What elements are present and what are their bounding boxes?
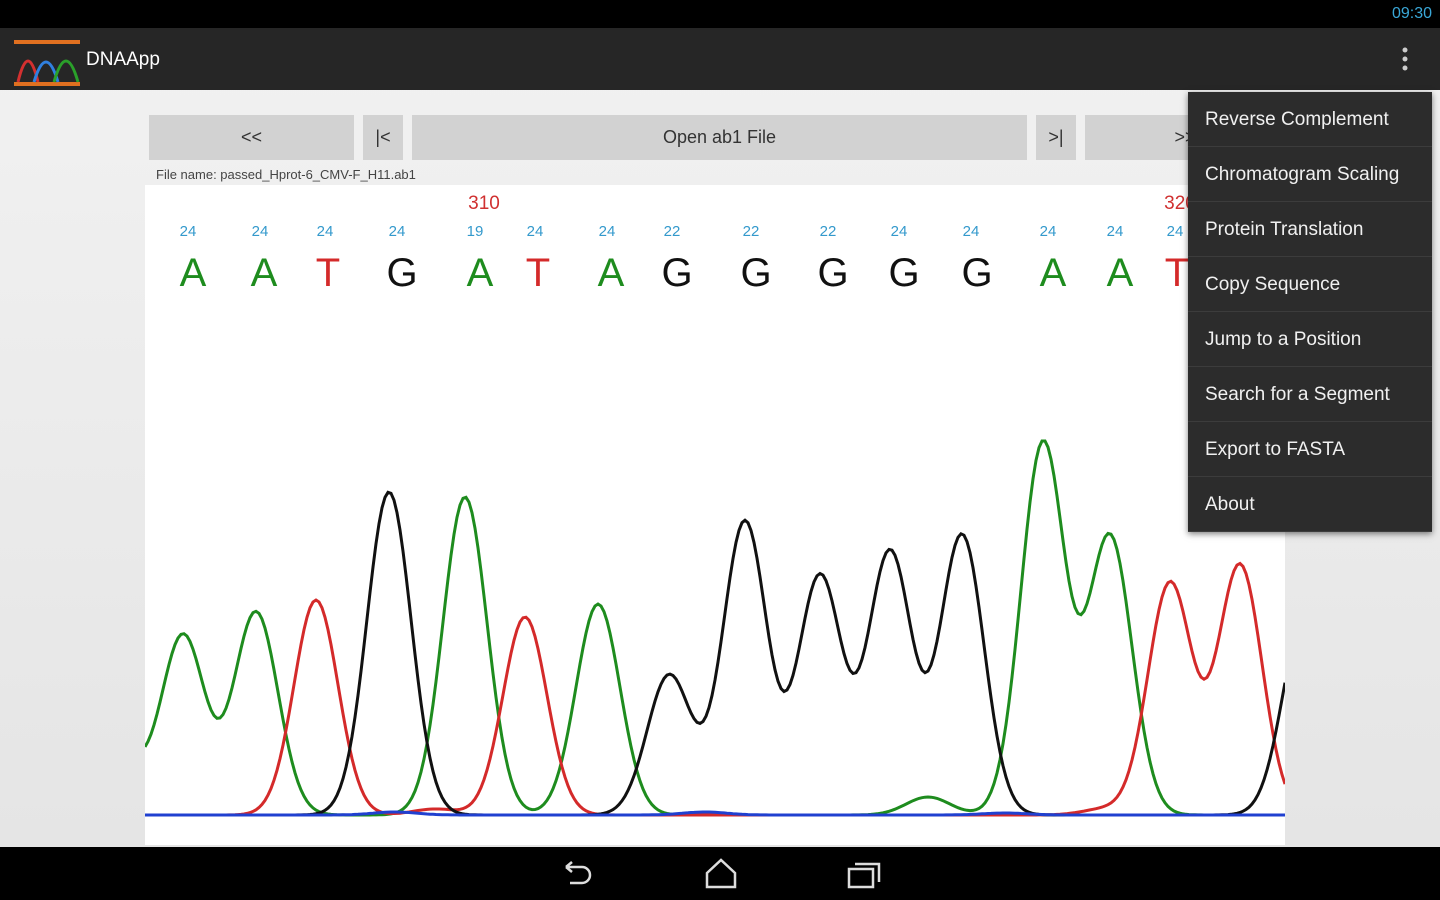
toolbar-button[interactable]: << [149, 115, 354, 160]
clock: 09:30 [1391, 5, 1432, 22]
base-call: A [597, 251, 625, 295]
quality-score: 24 [251, 223, 269, 240]
menu-item[interactable]: Copy Sequence [1188, 257, 1432, 312]
base-call: G [740, 251, 772, 295]
base-call: G [386, 251, 418, 295]
base-call: G [817, 251, 849, 295]
menu-item[interactable]: Jump to a Position [1188, 312, 1432, 367]
back-button[interactable] [565, 861, 592, 885]
app-title: DNAApp [86, 49, 160, 70]
quality-score: 24 [1166, 223, 1184, 240]
menu-item[interactable]: Reverse Complement [1188, 92, 1432, 147]
quality-score: 24 [598, 223, 616, 240]
quality-score: 24 [1106, 223, 1124, 240]
quality-score: 19 [466, 223, 484, 240]
base-call: A [1106, 251, 1134, 295]
menu-item[interactable]: Protein Translation [1188, 202, 1432, 257]
position-label: 310 [468, 193, 500, 214]
base-call: T [525, 251, 551, 295]
base-call: G [961, 251, 993, 295]
toolbar-button[interactable]: Open ab1 File [412, 115, 1027, 160]
base-call: A [179, 251, 207, 295]
app-icon [14, 40, 80, 86]
chromatogram: 310 320 24 24 24 24 19 24 24 22 22 22 24 24 24 24 24 A A T G… [145, 185, 1285, 845]
quality-score: 24 [1039, 223, 1057, 240]
quality-score: 22 [663, 223, 681, 240]
quality-score: 24 [962, 223, 980, 240]
base-call: A [1039, 251, 1067, 295]
menu-item[interactable]: About [1188, 477, 1432, 532]
quality-score: 24 [526, 223, 544, 240]
quality-score: 24 [316, 223, 334, 240]
quality-score: 24 [179, 223, 197, 240]
base-call: G [661, 251, 693, 295]
menu-item[interactable]: Export to FASTA [1188, 422, 1432, 477]
quality-score: 22 [742, 223, 760, 240]
traces [145, 439, 1285, 817]
status-bar: 09:30 [0, 0, 1440, 28]
base-call: T [1164, 251, 1190, 295]
recents-button[interactable] [847, 862, 881, 889]
app-bar: DNAApp [0, 28, 1440, 90]
nav-bar [0, 847, 1440, 900]
base-call: T [315, 251, 341, 295]
quality-score: 24 [388, 223, 406, 240]
quality-score: 24 [890, 223, 908, 240]
position-label: 320 [1164, 193, 1196, 214]
quality-score: 22 [819, 223, 837, 240]
menu-item[interactable]: Search for a Segment [1188, 367, 1432, 422]
toolbar-button[interactable]: >| [1036, 115, 1076, 160]
file-name: File name: passed_Hprot-6_CMV-F_H11.ab1 [156, 167, 416, 182]
trace [145, 439, 1285, 817]
toolbar-button[interactable]: |< [363, 115, 403, 160]
base-call: A [250, 251, 278, 295]
options-menu: Reverse Complement Chromatogram Scaling Pr… [1188, 92, 1432, 532]
overflow-menu[interactable] [1401, 46, 1409, 74]
home-button[interactable] [705, 858, 737, 889]
trace [145, 561, 1285, 817]
trace [145, 810, 1285, 817]
menu-item[interactable]: Chromatogram Scaling [1188, 147, 1432, 202]
base-call: G [888, 251, 920, 295]
base-call: A [466, 251, 494, 295]
nav-icons [565, 858, 881, 889]
